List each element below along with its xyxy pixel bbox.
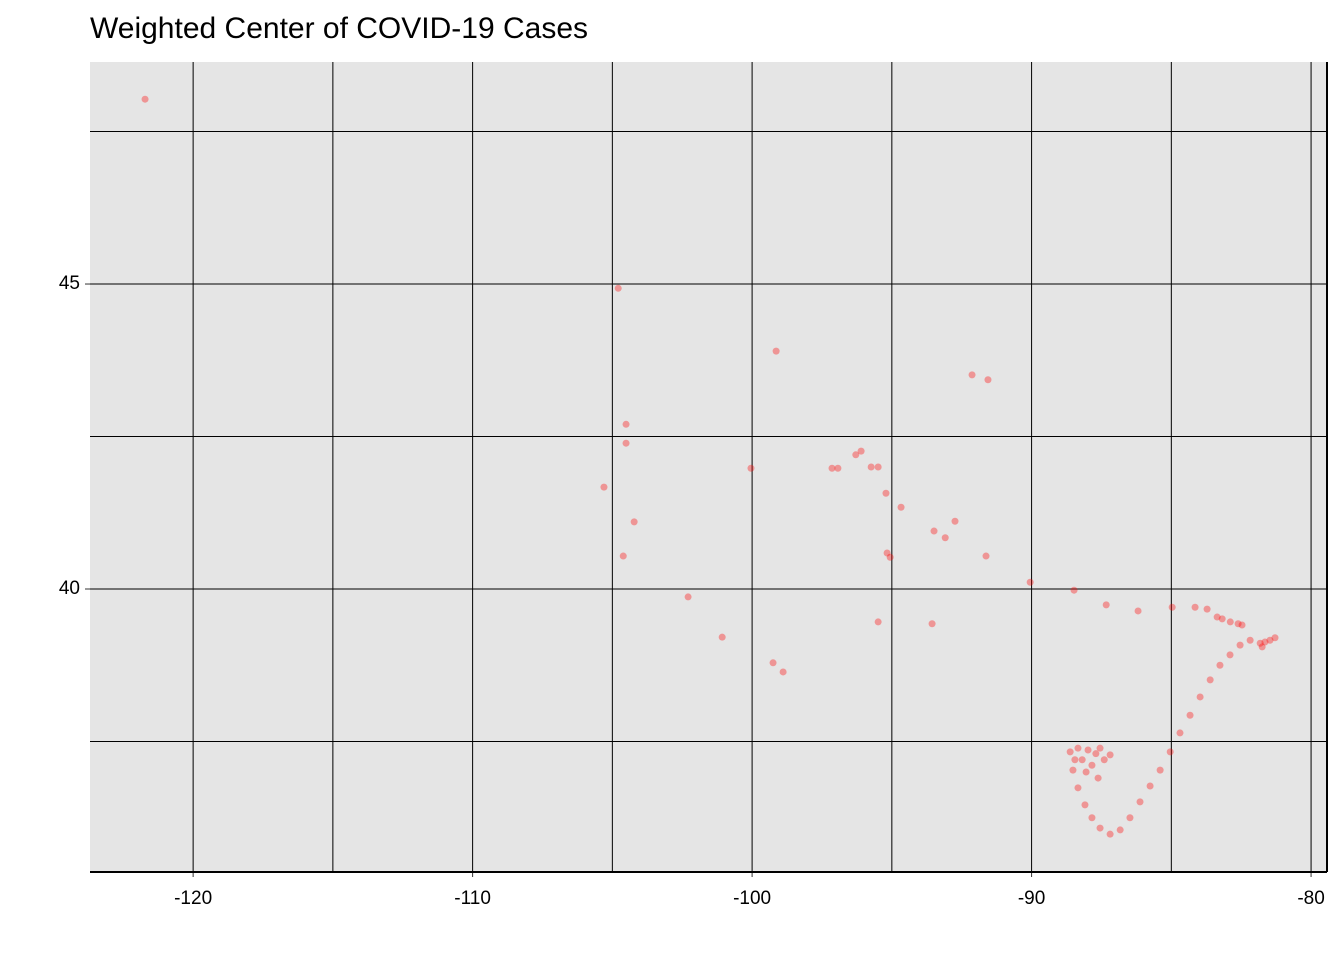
point bbox=[1069, 766, 1077, 774]
point bbox=[1074, 784, 1082, 792]
point bbox=[857, 447, 865, 455]
point bbox=[886, 553, 894, 561]
point bbox=[772, 347, 780, 355]
point bbox=[1116, 826, 1124, 834]
y-tick-label: 40 bbox=[59, 578, 80, 599]
point bbox=[982, 552, 990, 560]
y-tick-label: 45 bbox=[59, 273, 80, 294]
point bbox=[1246, 636, 1254, 644]
point bbox=[984, 376, 992, 384]
point bbox=[1088, 761, 1096, 769]
chart-title: Weighted Center of COVID-19 Cases bbox=[90, 12, 588, 45]
point bbox=[1206, 676, 1214, 684]
point bbox=[1156, 766, 1164, 774]
point bbox=[1166, 748, 1174, 756]
point bbox=[1216, 661, 1224, 669]
point bbox=[141, 95, 149, 103]
point bbox=[1100, 756, 1108, 764]
point bbox=[1258, 643, 1266, 651]
point bbox=[1271, 634, 1279, 642]
point bbox=[1078, 756, 1086, 764]
point bbox=[1102, 601, 1110, 609]
point bbox=[619, 552, 627, 560]
point bbox=[747, 464, 755, 472]
x-tick-label: -90 bbox=[1018, 888, 1045, 909]
point bbox=[1213, 613, 1221, 621]
point bbox=[1071, 756, 1079, 764]
point bbox=[1106, 830, 1114, 838]
point bbox=[622, 439, 630, 447]
point bbox=[1186, 711, 1194, 719]
point bbox=[1176, 729, 1184, 737]
point bbox=[834, 464, 842, 472]
point bbox=[1191, 603, 1199, 611]
point bbox=[1203, 605, 1211, 613]
point bbox=[1146, 782, 1154, 790]
point bbox=[1074, 744, 1082, 752]
point bbox=[1126, 814, 1134, 822]
point bbox=[1092, 750, 1100, 758]
point bbox=[1134, 607, 1142, 615]
point bbox=[614, 284, 622, 292]
point bbox=[1256, 639, 1264, 647]
point bbox=[1266, 636, 1274, 644]
point bbox=[622, 420, 630, 428]
point bbox=[874, 618, 882, 626]
point bbox=[684, 593, 692, 601]
point bbox=[630, 518, 638, 526]
point bbox=[1084, 746, 1092, 754]
point bbox=[1261, 638, 1269, 646]
point bbox=[1106, 751, 1114, 759]
point bbox=[941, 534, 949, 542]
point bbox=[779, 668, 787, 676]
point bbox=[600, 483, 608, 491]
point bbox=[1082, 768, 1090, 776]
point bbox=[1226, 651, 1234, 659]
point bbox=[1026, 578, 1034, 586]
point bbox=[928, 620, 936, 628]
x-tick-label: -80 bbox=[1297, 888, 1324, 909]
point bbox=[930, 527, 938, 535]
point bbox=[968, 371, 976, 379]
point bbox=[718, 633, 726, 641]
point bbox=[867, 463, 875, 471]
point bbox=[951, 517, 959, 525]
point bbox=[1226, 618, 1234, 626]
point bbox=[1088, 814, 1096, 822]
point bbox=[1218, 615, 1226, 623]
point bbox=[1168, 603, 1176, 611]
point bbox=[1081, 801, 1089, 809]
point bbox=[1238, 621, 1246, 629]
point bbox=[883, 549, 891, 557]
point bbox=[882, 489, 890, 497]
point bbox=[1096, 824, 1104, 832]
x-tick-label: -110 bbox=[454, 888, 491, 909]
x-tick-label: -100 bbox=[733, 888, 771, 909]
point bbox=[1070, 586, 1078, 594]
point bbox=[1196, 693, 1204, 701]
point bbox=[1234, 620, 1242, 628]
point bbox=[1136, 798, 1144, 806]
point bbox=[1094, 774, 1102, 782]
plot-panel bbox=[90, 62, 1327, 872]
point bbox=[1066, 748, 1074, 756]
x-tick-label: -120 bbox=[174, 888, 212, 909]
point bbox=[852, 451, 860, 459]
point bbox=[1096, 744, 1104, 752]
point bbox=[874, 463, 882, 471]
point bbox=[897, 503, 905, 511]
point bbox=[1236, 641, 1244, 649]
point bbox=[828, 464, 836, 472]
point bbox=[769, 659, 777, 667]
